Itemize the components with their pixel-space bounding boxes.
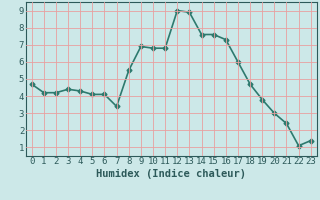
X-axis label: Humidex (Indice chaleur): Humidex (Indice chaleur) [96,169,246,179]
